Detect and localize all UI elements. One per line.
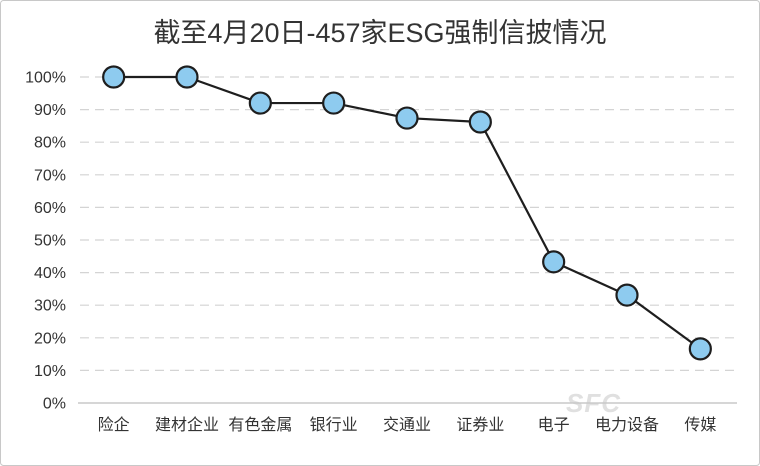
y-tick-label: 70% bbox=[34, 167, 66, 184]
x-tick-label: 有色金属 bbox=[228, 416, 292, 434]
x-tick-label: 电力设备 bbox=[595, 416, 659, 434]
y-tick-label: 80% bbox=[34, 135, 66, 152]
x-tick-label: 证券业 bbox=[456, 416, 504, 434]
y-tick-label: 0% bbox=[43, 396, 66, 413]
x-tick-label: 电子 bbox=[538, 416, 570, 434]
y-tick-label: 30% bbox=[34, 298, 66, 315]
x-tick-label: 建材企业 bbox=[155, 416, 219, 434]
data-point-7 bbox=[615, 283, 639, 307]
y-tick-label: 10% bbox=[34, 363, 66, 380]
y-tick-label: 40% bbox=[34, 265, 66, 282]
data-point-3 bbox=[322, 91, 346, 115]
y-axis-labels: 0% 10% 20% 30% 40% 50% 60% 70% 80% 90% 100% bbox=[25, 70, 66, 413]
chart-title: 截至4月20日-457家ESG强制信披情况 bbox=[153, 18, 606, 48]
data-point-6 bbox=[542, 250, 566, 274]
x-tick-label: 传媒 bbox=[684, 416, 716, 434]
x-tick-label: 险企 bbox=[98, 416, 130, 434]
y-tick-label: 60% bbox=[34, 200, 66, 217]
x-tick-label: 银行业 bbox=[310, 416, 358, 434]
data-point-8 bbox=[688, 337, 712, 361]
data-point-5 bbox=[468, 110, 492, 134]
y-tick-label: 50% bbox=[34, 233, 66, 250]
data-point-1 bbox=[175, 65, 199, 89]
y-tick-label: 90% bbox=[34, 102, 66, 119]
data-point-2 bbox=[248, 91, 272, 115]
x-axis-labels: 险企 建材企业 有色金属 银行业 交通业 证券业 电子 电力设备 传媒 bbox=[98, 416, 717, 434]
y-tick-label: 20% bbox=[34, 330, 66, 347]
watermark: SFC bbox=[566, 388, 621, 418]
x-tick-label: 交通业 bbox=[383, 416, 431, 434]
data-point-4 bbox=[395, 106, 419, 130]
data-points bbox=[102, 65, 712, 361]
y-tick-label: 100% bbox=[25, 70, 66, 87]
watermark-logo-text: SFC bbox=[566, 388, 621, 418]
data-point-0 bbox=[102, 65, 126, 89]
